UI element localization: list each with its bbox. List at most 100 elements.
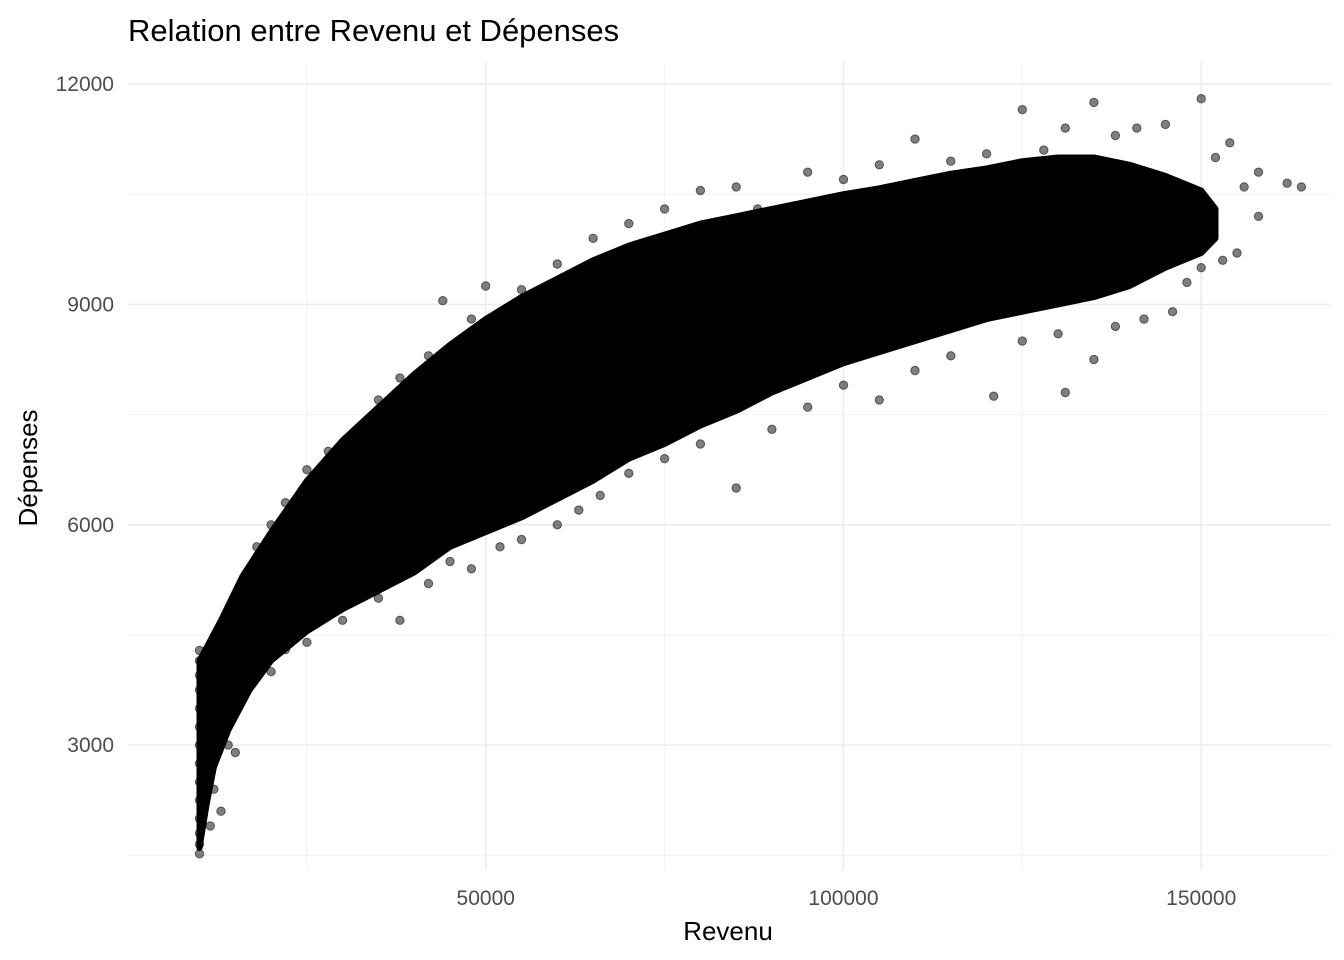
x-tick-label: 50000	[457, 887, 515, 910]
data-point	[194, 758, 205, 769]
data-point	[352, 424, 362, 434]
data-point	[395, 615, 405, 625]
data-point	[910, 134, 920, 144]
data-point	[194, 813, 205, 824]
data-point	[946, 351, 956, 361]
data-point	[767, 424, 777, 434]
x-tick-label: 100000	[808, 887, 878, 910]
data-point	[516, 285, 527, 295]
data-point	[574, 505, 584, 515]
data-point	[438, 296, 448, 306]
data-point	[216, 630, 226, 640]
x-axis-ticks: 50000 100000 150000	[457, 887, 1237, 910]
data-point	[1253, 211, 1264, 222]
y-tick-label: 6000	[67, 514, 114, 537]
data-point	[373, 593, 384, 603]
data-point	[1110, 130, 1121, 141]
data-point	[1060, 387, 1071, 398]
y-tick-label: 3000	[67, 734, 114, 757]
data-point	[194, 839, 205, 849]
data-point	[194, 722, 205, 732]
data-point	[194, 777, 205, 787]
data-point	[1039, 145, 1049, 155]
data-point	[205, 821, 216, 831]
data-point	[981, 149, 992, 159]
data-point	[1053, 329, 1063, 339]
data-point	[252, 542, 262, 552]
data-point	[803, 167, 813, 177]
data-point	[838, 380, 849, 390]
data-point	[194, 740, 205, 750]
data-point	[1110, 321, 1121, 332]
point-cloud	[196, 154, 1219, 851]
data-point	[280, 498, 291, 508]
data-point	[1196, 263, 1206, 273]
data-point	[1196, 94, 1206, 104]
data-point	[910, 365, 920, 376]
data-point	[337, 615, 348, 625]
data-point	[1139, 314, 1149, 324]
data-point	[659, 204, 670, 214]
data-point	[1232, 248, 1242, 258]
data-point	[624, 468, 634, 478]
data-point	[466, 564, 477, 574]
data-point	[323, 446, 333, 456]
data-point	[194, 685, 205, 695]
data-point	[423, 351, 434, 361]
data-point	[1017, 105, 1027, 115]
data-point	[516, 534, 527, 545]
data-point	[194, 645, 205, 656]
data-point	[194, 828, 205, 838]
chart-title: Relation entre Revenu et Dépenses	[128, 13, 619, 48]
data-point	[194, 795, 205, 805]
data-point	[989, 391, 999, 401]
data-point	[395, 373, 405, 383]
data-point	[1253, 167, 1264, 177]
data-point	[1167, 307, 1178, 317]
x-axis-title: Revenu	[683, 916, 773, 946]
data-point	[595, 490, 605, 501]
data-point	[423, 578, 434, 589]
data-point	[1160, 119, 1171, 130]
data-point	[624, 218, 634, 229]
data-point	[244, 681, 255, 692]
data-point	[874, 160, 884, 170]
data-point	[1089, 97, 1099, 108]
data-point	[223, 740, 233, 750]
points	[194, 94, 1307, 859]
data-point	[1089, 354, 1099, 365]
data-point	[552, 520, 562, 530]
data-point	[230, 747, 241, 758]
y-axis-ticks: 3000 6000 9000 12000	[56, 73, 114, 757]
data-point	[244, 578, 255, 589]
data-point	[1218, 255, 1228, 265]
data-point	[1239, 182, 1249, 192]
data-point	[1060, 123, 1071, 133]
data-point	[373, 395, 384, 405]
data-point	[495, 542, 505, 552]
data-point	[659, 454, 670, 464]
data-point	[1182, 277, 1192, 288]
data-point	[1017, 336, 1027, 346]
data-point	[216, 806, 226, 816]
data-point	[209, 784, 219, 794]
data-point	[466, 314, 477, 324]
data-point	[194, 670, 205, 680]
y-axis-title: Dépenses	[13, 409, 43, 526]
data-point	[266, 667, 276, 677]
data-point	[280, 644, 291, 655]
data-point	[266, 520, 276, 530]
data-point	[946, 156, 956, 166]
data-point	[445, 556, 455, 567]
data-point	[695, 185, 706, 196]
data-point	[552, 259, 562, 269]
data-point	[1210, 152, 1221, 163]
data-point	[838, 174, 849, 185]
data-point	[194, 849, 205, 859]
data-point	[752, 204, 763, 214]
data-point	[1225, 138, 1235, 148]
data-point	[194, 656, 205, 666]
data-point	[1282, 178, 1292, 188]
data-point	[302, 465, 312, 475]
data-point	[803, 402, 813, 412]
